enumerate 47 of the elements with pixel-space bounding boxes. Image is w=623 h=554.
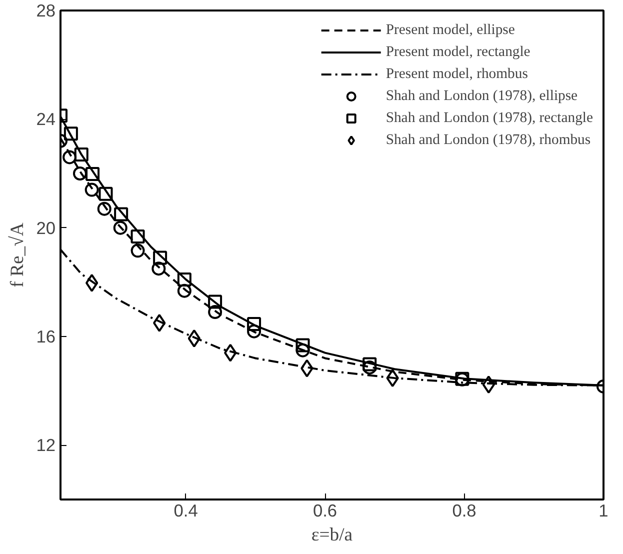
point (482, 376, 495, 394)
point (74, 147, 88, 162)
legend-label: Present model, ellipse (386, 22, 515, 38)
point (98, 186, 113, 201)
point (130, 230, 145, 244)
point (296, 338, 310, 352)
point (300, 359, 314, 378)
legend-label: Shah and London (1978), ellipse (386, 88, 578, 104)
x-tick-label: 0.8 (452, 500, 476, 520)
legend-label: Shah and London (1978), rhombus (386, 132, 591, 148)
x-tick-label: 0.4 (174, 500, 198, 520)
y-tick-label: 12 (36, 435, 56, 456)
point (153, 314, 166, 332)
point (362, 357, 377, 372)
point (84, 182, 99, 197)
point (85, 274, 98, 292)
point (64, 126, 78, 141)
point (114, 207, 128, 222)
point (386, 369, 399, 388)
point (177, 272, 192, 286)
x-tick-label: 0.6 (312, 500, 338, 520)
point (152, 262, 166, 276)
y-tick-label: 24 (36, 109, 56, 130)
point (247, 324, 262, 338)
point (86, 167, 100, 182)
legend-label: Shah and London (1978), rectangle (386, 110, 593, 126)
y-tick-label: 16 (36, 326, 56, 346)
x-tick-label: 1 (598, 500, 608, 520)
point (130, 244, 145, 258)
point (188, 329, 200, 348)
point (153, 250, 168, 265)
legend-label: Present model, rectangle (386, 44, 530, 60)
y-tick-label: 28 (36, 0, 56, 20)
y-axis-title: f Re_√A (7, 222, 28, 288)
point (62, 150, 77, 164)
point (208, 294, 222, 309)
point (97, 202, 112, 216)
x-axis-title: ε=b/a (311, 524, 354, 546)
point (72, 166, 87, 180)
point (208, 305, 222, 320)
point (296, 343, 310, 358)
point (247, 317, 262, 332)
legend-label: Present model, rhombus (386, 66, 528, 82)
point (224, 344, 237, 362)
point (177, 284, 192, 298)
point (113, 220, 128, 235)
y-tick-label: 20 (36, 218, 56, 238)
